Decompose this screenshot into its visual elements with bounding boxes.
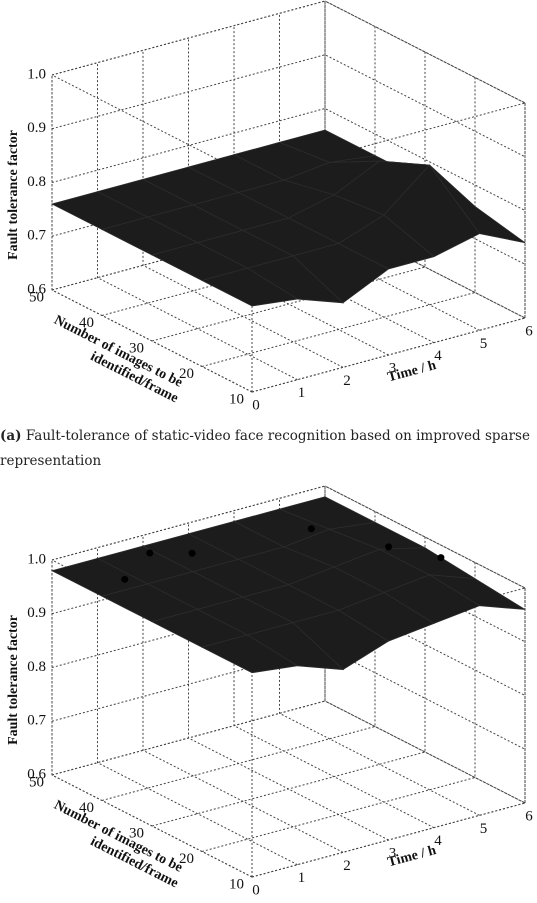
x-tick-label: 6 bbox=[525, 808, 533, 824]
surface-patch bbox=[200, 267, 299, 307]
grid-line bbox=[51, 107, 526, 211]
grid-line bbox=[51, 646, 526, 750]
y-tick-label: 10 bbox=[229, 391, 244, 407]
data-point bbox=[146, 549, 154, 557]
x-tick-label: 0 bbox=[252, 882, 260, 898]
surface-patch bbox=[200, 634, 299, 674]
data-point bbox=[121, 575, 129, 583]
y-tick-label: 50 bbox=[29, 289, 44, 305]
z-axis-title: Fault tolerance factor bbox=[6, 130, 21, 260]
data-point bbox=[437, 554, 445, 562]
x-tick-label: 4 bbox=[434, 833, 442, 849]
y-tick-label: 30 bbox=[129, 825, 144, 841]
z-tick-label: 0.6 bbox=[27, 766, 46, 782]
x-tick-label: 2 bbox=[343, 858, 351, 874]
x-tick-label: 1 bbox=[298, 385, 306, 401]
z-tick-label: 1.0 bbox=[27, 551, 46, 567]
grid-line bbox=[142, 535, 344, 853]
z-tick-label: 0.7 bbox=[27, 228, 46, 244]
z-tick-label: 0.8 bbox=[27, 174, 46, 190]
z-tick-label: 0.8 bbox=[27, 659, 46, 675]
x-tick-label: 5 bbox=[480, 336, 488, 352]
z-tick-label: 0.9 bbox=[27, 605, 46, 621]
z-axis-title: Fault tolerance factor bbox=[6, 615, 21, 745]
grid-line bbox=[97, 62, 298, 381]
z-tick-label: 1.0 bbox=[27, 66, 46, 82]
x-tick-label: 3 bbox=[389, 360, 397, 376]
z-tick-label: 0.7 bbox=[27, 713, 46, 729]
grid-line bbox=[97, 547, 298, 866]
x-tick-label: 2 bbox=[343, 373, 351, 389]
y-tick-label: 40 bbox=[79, 800, 94, 816]
y-tick-label: 30 bbox=[129, 340, 144, 356]
y-tick-label: 40 bbox=[79, 315, 94, 331]
x-tick-label: 4 bbox=[434, 348, 442, 364]
x-tick-label: 3 bbox=[389, 845, 397, 861]
z-tick-label: 0.6 bbox=[27, 281, 46, 297]
x-tick-label: 0 bbox=[252, 397, 260, 413]
grid-line bbox=[279, 498, 480, 816]
caption-label: (a) bbox=[0, 428, 22, 444]
y-tick-label: 10 bbox=[229, 876, 244, 892]
grid-line bbox=[51, 592, 526, 696]
y-tick-label: 50 bbox=[29, 774, 44, 790]
x-tick-label: 5 bbox=[480, 821, 488, 837]
caption-text: Fault-tolerance of static-video face rec… bbox=[0, 428, 530, 469]
grid-line bbox=[51, 485, 526, 589]
caption: (a) Fault-tolerance of static-video face… bbox=[0, 424, 530, 474]
box-edge bbox=[251, 102, 526, 178]
y-axis-title: Number of images to be bbox=[51, 313, 184, 391]
grid-line bbox=[51, 0, 526, 104]
grid-line bbox=[51, 700, 526, 804]
y-tick-label: 20 bbox=[179, 366, 194, 382]
x-tick-label: 6 bbox=[525, 323, 533, 339]
grid-line bbox=[142, 50, 344, 368]
data-point bbox=[385, 543, 393, 551]
x-tick-label: 1 bbox=[298, 870, 306, 886]
grid-line bbox=[51, 54, 526, 158]
z-tick-label: 0.9 bbox=[27, 120, 46, 136]
data-point bbox=[188, 549, 196, 557]
data-point bbox=[307, 525, 315, 533]
y-axis-title: Number of images to be bbox=[51, 798, 184, 876]
y-tick-label: 20 bbox=[179, 851, 194, 867]
grid-line bbox=[324, 486, 526, 804]
grid-line bbox=[51, 215, 526, 319]
